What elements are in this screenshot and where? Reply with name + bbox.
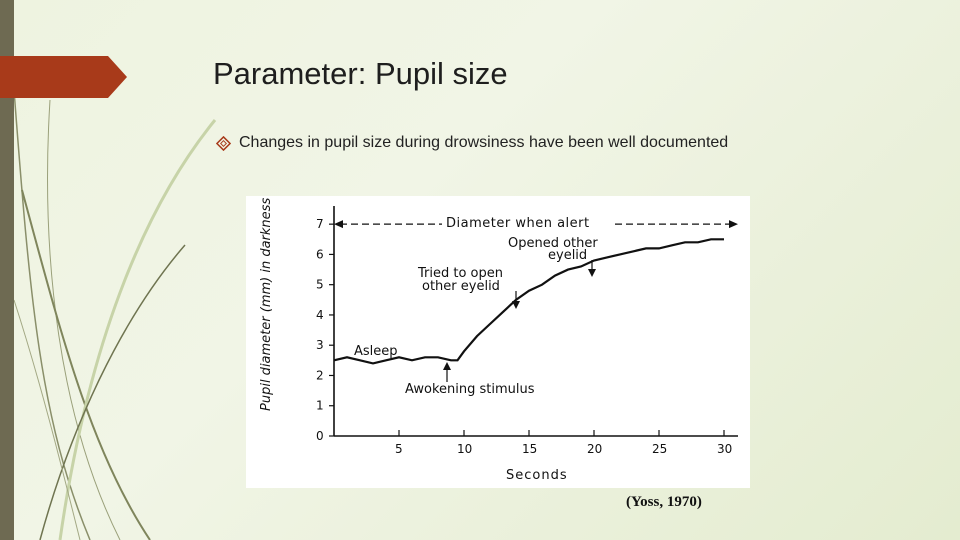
diamond-outline-icon <box>216 135 231 151</box>
x-tick-label: 30 <box>717 442 732 456</box>
left-accent-bar <box>0 0 14 540</box>
annotation-awakening: Awokening stimulus <box>405 382 535 397</box>
y-tick-label: 4 <box>316 308 324 322</box>
bullet-text: Changes in pupil size during drowsiness … <box>239 134 729 151</box>
pupil-diameter-chart: 0 1 2 3 4 5 6 7 5 10 15 20 25 30 Diameter when alert… <box>259 198 738 483</box>
y-tick-label: 1 <box>316 399 324 413</box>
reference-arrow-right <box>729 220 738 229</box>
x-tick-label: 10 <box>457 442 472 456</box>
y-tick-label: 7 <box>316 217 324 231</box>
y-tick-label: 5 <box>316 278 324 292</box>
title-accent-arrow <box>0 56 127 98</box>
y-tick-label: 0 <box>316 429 324 443</box>
x-tick-label: 15 <box>522 442 537 456</box>
annotation-opened-other-1: Opened other <box>508 236 598 251</box>
annotation-tried-open-1: Tried to open <box>417 266 503 281</box>
pupil-diameter-line <box>333 238 724 365</box>
annotation-opened-other-2: eyelid <box>548 248 587 263</box>
bullet-item: Changes in pupil size during drowsiness … <box>216 134 728 152</box>
reference-arrow-left <box>334 220 343 229</box>
citation: (Yoss, 1970) <box>626 494 702 510</box>
annotation-asleep: Asleep <box>354 344 398 359</box>
y-tick-label: 2 <box>316 368 324 382</box>
x-axis-label: Seconds <box>506 468 568 483</box>
y-tick-label: 6 <box>316 247 324 261</box>
x-tick-label: 25 <box>652 442 667 456</box>
annotation-tried-open-2: other eyelid <box>422 279 500 294</box>
reference-line-label: Diameter when alert <box>446 216 590 231</box>
y-tick-label: 3 <box>316 338 324 352</box>
y-axis-label: Pupil diameter (mm) in darkness <box>259 198 274 411</box>
x-tick-label: 5 <box>395 442 403 456</box>
slide-title: Parameter: Pupil size <box>213 56 508 91</box>
x-tick-label: 20 <box>587 442 602 456</box>
chart-figure: 0 1 2 3 4 5 6 7 5 10 15 20 25 30 Diameter when alert… <box>246 196 750 488</box>
